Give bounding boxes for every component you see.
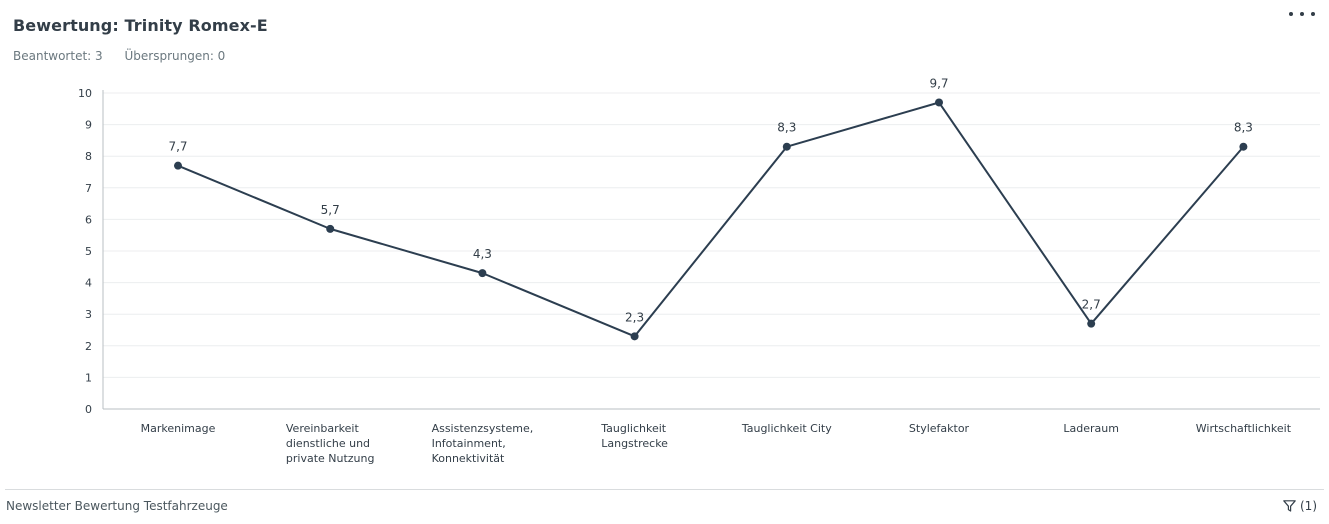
y-tick-label: 3 [85, 308, 92, 321]
x-tick-label: Assistenzsysteme, Infotainment, Konnektivi… [432, 421, 534, 466]
x-tick-label-line: Tauglichkeit City [741, 422, 832, 435]
x-tick-label-line: Markenimage [140, 422, 216, 435]
y-tick-label: 10 [78, 87, 92, 100]
more-horizontal-icon [1289, 12, 1293, 16]
chart-title: Bewertung: Trinity Romex-E [13, 16, 268, 35]
data-point [478, 269, 487, 278]
x-tick-label: Vereinbarkeit dienstliche und private Nutz… [286, 421, 375, 466]
data-label: 5,7 [321, 203, 340, 217]
x-tick-label-line: Vereinbarkeit [285, 422, 359, 435]
data-point [326, 224, 335, 233]
data-point [174, 161, 182, 170]
x-tick-label: Markenimage [141, 421, 216, 436]
x-tick-label: Tauglichkeit Langstrecke [601, 421, 668, 451]
data-label: 4,3 [473, 247, 492, 261]
x-tick-label-line: Wirtschaftlichkeit [1195, 422, 1292, 435]
data-label: 2,3 [625, 310, 644, 324]
x-tick-label-line: Stylefaktor [908, 422, 970, 435]
response-stats: Beantwortet: 3 Übersprungen: 0 [13, 49, 225, 63]
y-tick-label: 5 [85, 245, 92, 258]
y-tick-label: 0 [85, 403, 92, 416]
y-tick-label: 9 [85, 119, 92, 132]
filter-button[interactable]: (1) [1283, 499, 1317, 513]
data-point [782, 142, 791, 151]
data-point [630, 332, 639, 341]
y-tick-label: 8 [85, 150, 92, 163]
chart-area: 0 1 2 3 4 5 6 7 8 9 10 7,7 5,7 4,3 2,3 8,3 9,7 2,7 8,3 Mar… [78, 76, 1320, 466]
data-label: 8,3 [1234, 121, 1253, 135]
footer-divider [5, 489, 1324, 490]
x-tick-label-line: Langstrecke [601, 437, 668, 450]
y-tick-label: 1 [85, 371, 92, 384]
y-tick-label: 7 [85, 182, 92, 195]
x-tick-label-line: dienstliche und [285, 437, 371, 450]
y-tick-label: 4 [85, 277, 92, 290]
x-tick-label: Laderaum [1063, 421, 1119, 436]
series-line [177, 101, 1245, 338]
data-label: 7,7 [168, 140, 187, 154]
line-chart: 0 1 2 3 4 5 6 7 8 9 10 7,7 5,7 4,3 2,3 8,3 9,7 2,7 8,3 [78, 76, 1320, 416]
data-point [1239, 142, 1248, 151]
more-horizontal-icon [1311, 12, 1315, 16]
x-tick-label-line: private Nutzung [285, 452, 375, 465]
data-label: 8,3 [777, 121, 796, 135]
x-tick-label-line: Tauglichkeit [601, 422, 667, 435]
x-tick-label: Tauglichkeit City [742, 421, 832, 436]
answered-count: Beantwortet: 3 [13, 49, 103, 63]
skipped-count: Übersprungen: 0 [124, 49, 226, 63]
y-tick-label: 2 [85, 340, 92, 353]
data-label: 2,7 [1082, 298, 1101, 312]
footer-question-label[interactable]: Newsletter Bewertung Testfahrzeuge [6, 499, 228, 513]
x-tick-label: Wirtschaftlichkeit [1196, 421, 1291, 436]
x-tick-label-line: Assistenzsysteme, [431, 422, 534, 435]
data-point [1087, 319, 1096, 328]
x-tick-label-line: Konnektivität [431, 452, 505, 465]
more-horizontal-icon [1300, 12, 1304, 16]
x-tick-label-line: Infotainment, [431, 437, 506, 450]
data-label: 9,7 [929, 76, 948, 90]
more-options-button[interactable] [1289, 6, 1315, 22]
filter-icon [1283, 500, 1296, 512]
filter-count: (1) [1300, 499, 1317, 513]
x-tick-label: Stylefaktor [909, 421, 969, 436]
data-point [935, 98, 943, 107]
y-tick-label: 6 [85, 213, 92, 226]
x-tick-label-line: Laderaum [1063, 422, 1119, 435]
